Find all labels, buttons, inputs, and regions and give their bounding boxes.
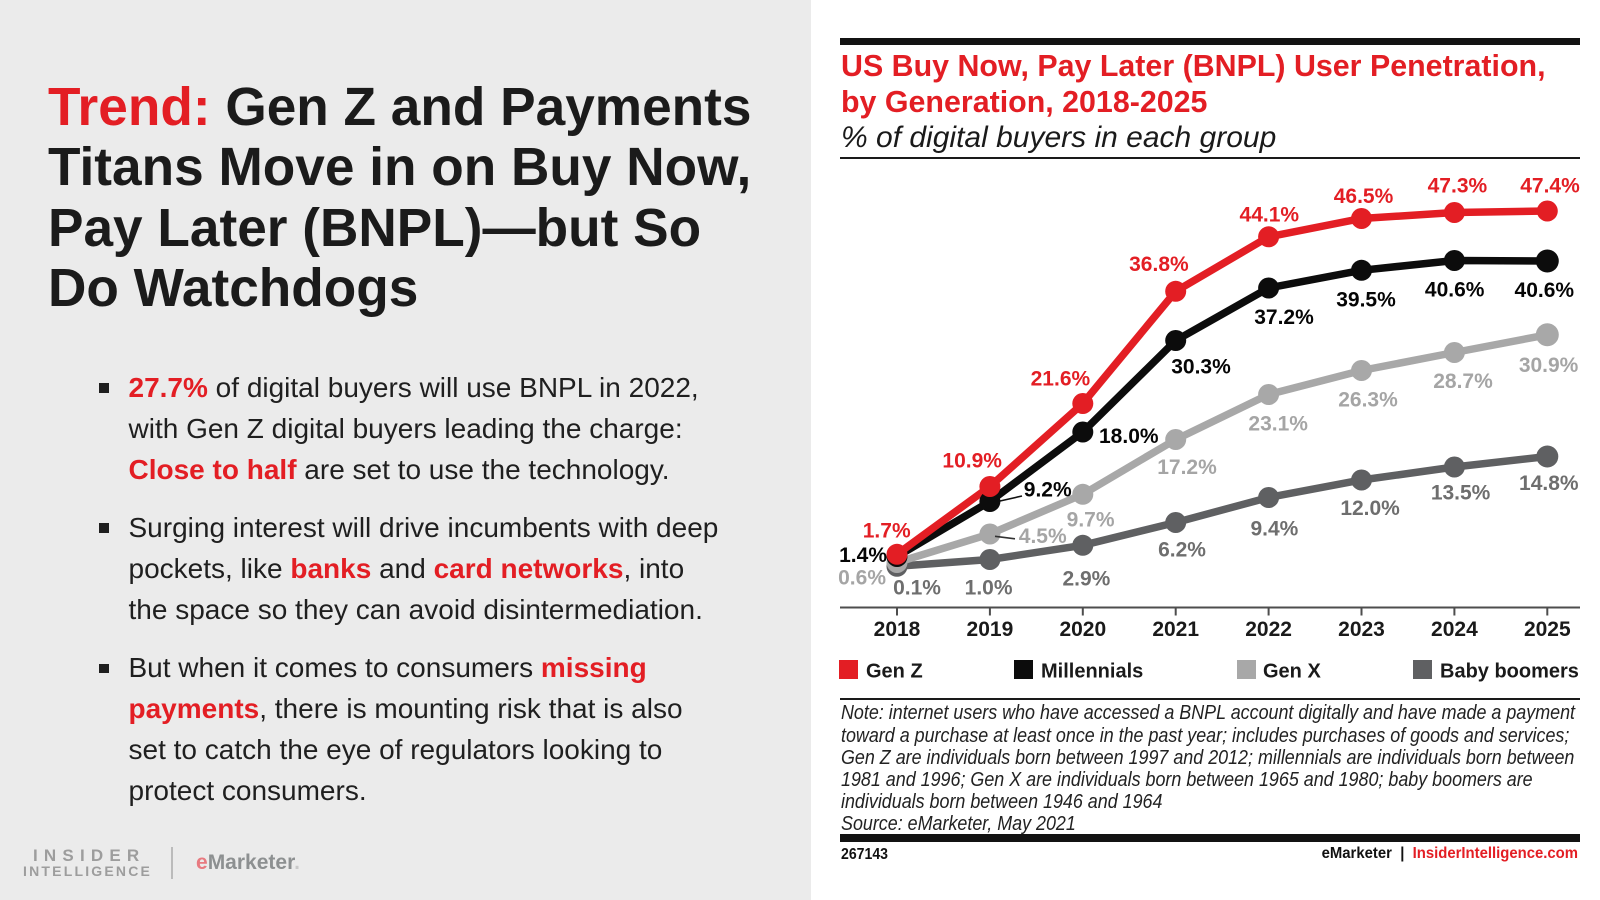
- svg-text:30.3%: 30.3%: [1171, 355, 1231, 378]
- svg-text:30.9%: 30.9%: [1519, 354, 1579, 377]
- svg-text:40.6%: 40.6%: [1425, 279, 1485, 302]
- svg-text:9.2%: 9.2%: [1024, 478, 1072, 501]
- svg-text:23.1%: 23.1%: [1248, 412, 1308, 435]
- svg-text:Baby boomers: Baby boomers: [1440, 661, 1579, 683]
- svg-text:1.7%: 1.7%: [863, 520, 911, 543]
- svg-text:2.9%: 2.9%: [1062, 567, 1110, 590]
- svg-text:2022: 2022: [1245, 618, 1292, 641]
- svg-text:17.2%: 17.2%: [1157, 456, 1217, 479]
- svg-text:2020: 2020: [1059, 618, 1106, 641]
- svg-text:1.4%: 1.4%: [839, 544, 887, 567]
- svg-text:2023: 2023: [1338, 618, 1385, 641]
- svg-text:13.5%: 13.5%: [1431, 481, 1491, 504]
- svg-text:40.6%: 40.6%: [1515, 279, 1575, 302]
- svg-text:1.0%: 1.0%: [965, 576, 1013, 599]
- svg-text:4.5%: 4.5%: [1019, 525, 1067, 548]
- svg-text:Millennials: Millennials: [1041, 661, 1143, 683]
- svg-text:2025: 2025: [1524, 618, 1571, 641]
- svg-text:21.6%: 21.6%: [1031, 368, 1091, 391]
- svg-text:2024: 2024: [1431, 618, 1478, 641]
- svg-text:12.0%: 12.0%: [1340, 497, 1400, 520]
- svg-text:0.6%: 0.6%: [838, 567, 886, 590]
- svg-text:36.8%: 36.8%: [1129, 253, 1189, 276]
- svg-text:18.0%: 18.0%: [1099, 425, 1159, 448]
- svg-text:6.2%: 6.2%: [1158, 538, 1206, 561]
- svg-text:10.9%: 10.9%: [942, 450, 1002, 473]
- svg-text:14.8%: 14.8%: [1519, 472, 1579, 495]
- svg-text:2021: 2021: [1152, 618, 1199, 641]
- svg-text:44.1%: 44.1%: [1240, 204, 1300, 227]
- svg-text:26.3%: 26.3%: [1338, 388, 1398, 411]
- svg-text:47.3%: 47.3%: [1428, 175, 1488, 198]
- svg-text:47.4%: 47.4%: [1520, 175, 1580, 198]
- svg-text:46.5%: 46.5%: [1334, 185, 1394, 208]
- svg-text:0.1%: 0.1%: [893, 576, 941, 599]
- svg-text:39.5%: 39.5%: [1336, 289, 1396, 312]
- svg-text:9.7%: 9.7%: [1067, 509, 1115, 532]
- svg-text:2018: 2018: [874, 618, 921, 641]
- svg-text:Gen X: Gen X: [1263, 661, 1321, 683]
- svg-text:37.2%: 37.2%: [1254, 306, 1314, 329]
- svg-text:Gen Z: Gen Z: [866, 661, 923, 683]
- svg-text:9.4%: 9.4%: [1250, 518, 1298, 541]
- svg-text:2019: 2019: [967, 618, 1014, 641]
- svg-text:28.7%: 28.7%: [1433, 370, 1493, 393]
